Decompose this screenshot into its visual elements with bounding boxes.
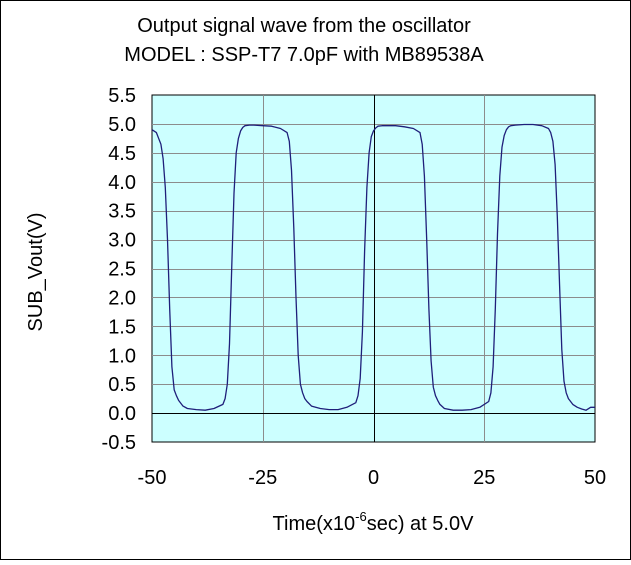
x-axis-label: Time(x10-6sec) at 5.0V: [273, 509, 475, 535]
x-tick-label: -25: [248, 467, 277, 489]
plot-background: [151, 94, 596, 443]
x-tick-labels: -50 -25 0 25 50: [138, 467, 607, 489]
y-tick-label: 5.0: [108, 114, 136, 136]
y-tick-label: -0.5: [102, 432, 136, 454]
y-tick-label: 0.0: [108, 403, 136, 425]
y-axis-label: SUB_Vout(V): [25, 213, 47, 332]
y-tick-label: 2.0: [108, 287, 136, 309]
x-tick-label: 50: [584, 467, 606, 489]
x-axis-label-main: Time(x10: [273, 513, 356, 535]
series-layer: [151, 123, 595, 411]
plot-area: [151, 94, 596, 443]
y-tick-label: 4.0: [108, 172, 136, 194]
x-tick-label: 25: [473, 467, 495, 489]
y-tick-label: 3.0: [108, 230, 136, 252]
grid-lines: [152, 95, 595, 442]
y-tick-label: 1.0: [108, 345, 136, 367]
y-tick-label: 2.5: [108, 259, 136, 281]
y-tick-labels: -0.5 0.0 0.5 1.0 1.5 2.0 2.5 3.0 3.5 4.0 4.5 5.0 5.5: [102, 85, 136, 454]
x-tick-label: 0: [368, 467, 379, 489]
y-tick-label: 4.5: [108, 143, 136, 165]
x-tick-label: -50: [138, 467, 167, 489]
signal-series-line: [151, 123, 595, 411]
y-tick-label: 5.5: [108, 85, 136, 107]
x-axis-label-exponent: -6: [355, 509, 367, 524]
x-axis-label-suffix: sec) at 5.0V: [367, 513, 474, 535]
y-tick-label: 1.5: [108, 316, 136, 338]
chart-subtitle: MODEL : SSP-T7 7.0pF with MB89538A: [124, 44, 484, 66]
chart-title: Output signal wave from the oscillator: [137, 15, 471, 37]
y-tick-label: 0.5: [108, 374, 136, 396]
y-tick-label: 3.5: [108, 201, 136, 223]
